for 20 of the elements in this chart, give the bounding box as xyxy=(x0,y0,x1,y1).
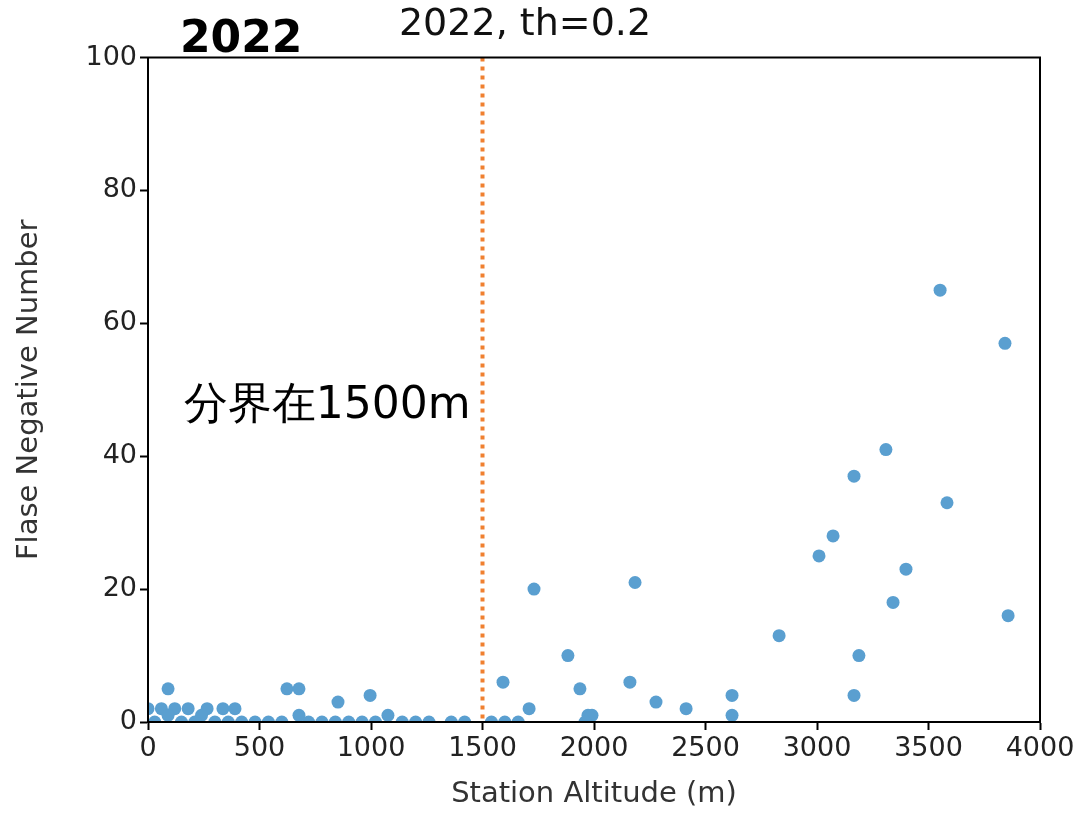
y-tick-label: 20 xyxy=(102,571,137,603)
y-tick-label: 60 xyxy=(102,305,137,337)
chart-title: 2022, th=0.2 xyxy=(398,0,652,44)
annotation: 2022 xyxy=(180,11,303,62)
x-tick-label: 0 xyxy=(139,731,157,763)
x-axis-title: Station Altitude (m) xyxy=(451,775,737,810)
x-tick-label: 2500 xyxy=(671,731,740,763)
x-tick-label: 2000 xyxy=(559,731,629,763)
x-tick-label: 3000 xyxy=(782,731,852,763)
x-tick-label: 3500 xyxy=(894,731,963,763)
y-tick-label: 0 xyxy=(119,704,137,736)
x-tick-label: 500 xyxy=(233,731,286,763)
x-tick-label: 1500 xyxy=(448,731,517,763)
ref-line-label: 分界在1500m xyxy=(183,376,471,428)
x-tick-label: 1000 xyxy=(336,731,406,763)
y-tick-label: 100 xyxy=(85,39,137,71)
y-axis-title: Flase Negative Number xyxy=(9,219,44,561)
y-tick-label: 80 xyxy=(102,172,137,204)
x-tick-label: 4000 xyxy=(1005,731,1075,763)
y-tick-label: 40 xyxy=(102,438,137,470)
